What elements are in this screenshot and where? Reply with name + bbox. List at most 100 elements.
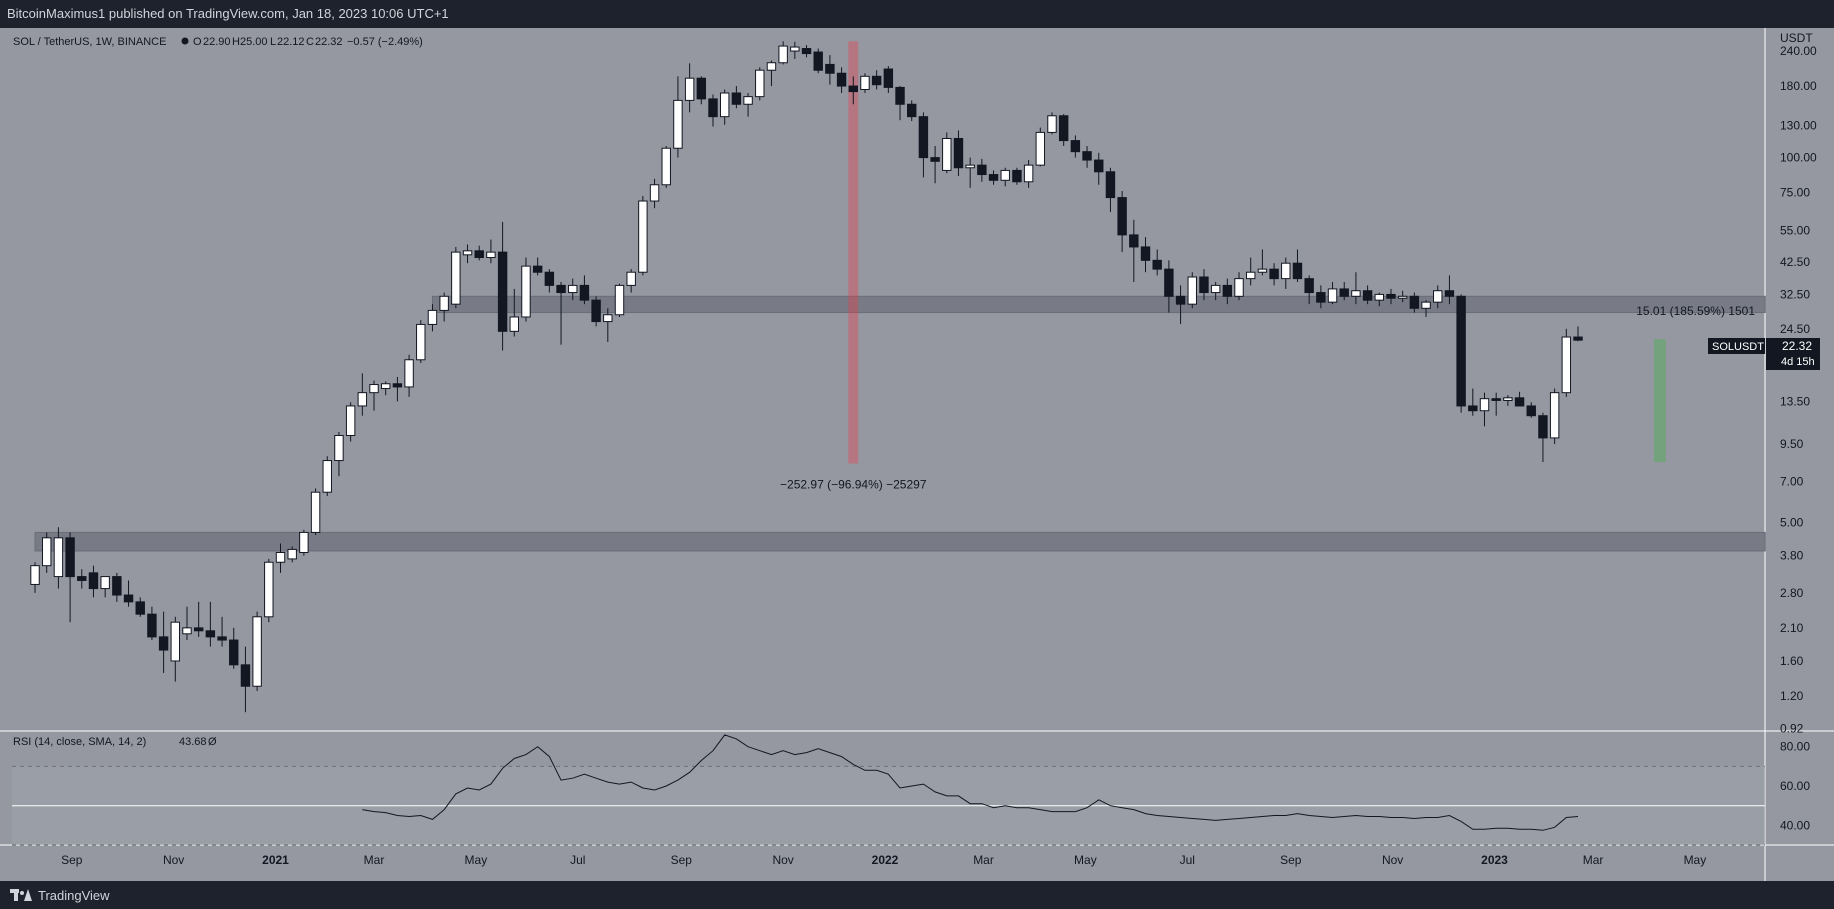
candle[interactable] — [848, 76, 858, 105]
candle[interactable] — [1082, 146, 1092, 168]
candle[interactable] — [673, 76, 683, 158]
candle[interactable] — [158, 611, 169, 673]
candle[interactable] — [521, 257, 531, 322]
candle[interactable] — [392, 376, 403, 402]
tradingview-logo[interactable]: TradingView — [10, 887, 110, 903]
candle[interactable] — [357, 373, 368, 416]
candle[interactable] — [743, 93, 753, 117]
candle[interactable] — [930, 146, 940, 184]
candle[interactable] — [755, 67, 765, 101]
candle[interactable] — [334, 431, 344, 477]
candle[interactable] — [825, 55, 835, 85]
candle[interactable] — [895, 86, 905, 121]
candle[interactable] — [977, 158, 987, 182]
candle[interactable] — [193, 601, 204, 637]
candle[interactable] — [1292, 249, 1303, 282]
drop-measure-box[interactable] — [848, 41, 859, 464]
candle[interactable] — [953, 130, 964, 176]
candle[interactable] — [217, 616, 227, 647]
candle[interactable] — [345, 402, 356, 442]
candle[interactable] — [1152, 249, 1162, 276]
candle[interactable] — [42, 532, 52, 573]
legend-eye-icon[interactable] — [181, 37, 189, 45]
candle[interactable] — [1070, 135, 1081, 158]
candle[interactable] — [1468, 388, 1478, 416]
candle[interactable] — [1409, 292, 1420, 313]
candle[interactable] — [1210, 281, 1221, 301]
candle[interactable] — [836, 67, 847, 94]
candle[interactable] — [614, 283, 625, 317]
candle[interactable] — [497, 221, 508, 351]
candle[interactable] — [790, 41, 800, 59]
candle[interactable] — [684, 63, 695, 113]
candle[interactable] — [579, 275, 590, 305]
candle[interactable] — [965, 157, 975, 188]
candle[interactable] — [451, 246, 461, 309]
candle[interactable] — [603, 308, 613, 342]
candle[interactable] — [778, 41, 788, 65]
candle[interactable] — [1304, 275, 1314, 305]
candle[interactable] — [369, 380, 379, 411]
candle[interactable] — [287, 546, 297, 563]
candle[interactable] — [1129, 219, 1139, 282]
candle[interactable] — [942, 132, 952, 174]
candle[interactable] — [509, 288, 519, 337]
candle[interactable] — [556, 281, 566, 345]
candle[interactable] — [1327, 281, 1338, 305]
candle[interactable] — [626, 269, 636, 293]
candle[interactable] — [1397, 290, 1408, 303]
candle[interactable] — [1175, 285, 1186, 324]
candle[interactable] — [1000, 167, 1010, 187]
candle[interactable] — [696, 76, 707, 105]
candle[interactable] — [883, 66, 894, 94]
candle[interactable] — [1433, 285, 1443, 309]
candle[interactable] — [439, 292, 449, 322]
candle[interactable] — [170, 616, 181, 682]
candle[interactable] — [1222, 278, 1233, 305]
candle[interactable] — [988, 170, 999, 185]
candle[interactable] — [416, 320, 426, 364]
candle[interactable] — [1012, 167, 1022, 185]
candle[interactable] — [1105, 167, 1116, 212]
candle[interactable] — [1058, 114, 1069, 147]
candle[interactable] — [1187, 272, 1197, 309]
candle[interactable] — [310, 488, 321, 536]
chart-canvas[interactable]: −252.97 (−96.94%) −25297 15.01 (185.59%)… — [0, 28, 1834, 881]
candle[interactable] — [1386, 288, 1396, 305]
candle[interactable] — [229, 627, 239, 669]
candle[interactable] — [1023, 160, 1034, 188]
candle[interactable] — [1117, 191, 1127, 253]
candle[interactable] — [240, 646, 251, 713]
candle[interactable] — [1573, 326, 1583, 342]
candle[interactable] — [1269, 263, 1279, 286]
candle[interactable] — [661, 146, 671, 188]
candle[interactable] — [708, 94, 718, 127]
candle[interactable] — [1421, 300, 1431, 317]
candle[interactable] — [1316, 285, 1326, 309]
candle[interactable] — [100, 576, 110, 598]
candle[interactable] — [544, 269, 555, 293]
candle[interactable] — [182, 606, 192, 641]
candle[interactable] — [135, 597, 145, 617]
candle[interactable] — [1374, 292, 1385, 307]
candle[interactable] — [65, 532, 75, 623]
candle[interactable] — [1351, 272, 1361, 305]
support-zone-2[interactable] — [34, 531, 1766, 552]
candle[interactable] — [252, 611, 262, 692]
candle[interactable] — [77, 569, 87, 589]
candle[interactable] — [112, 572, 122, 602]
candle[interactable] — [1491, 392, 1501, 416]
candle[interactable] — [462, 244, 473, 264]
candle[interactable] — [404, 354, 414, 397]
candle[interactable] — [1094, 152, 1104, 185]
candle[interactable] — [1456, 294, 1466, 413]
candle[interactable] — [1047, 112, 1057, 135]
candle[interactable] — [147, 606, 157, 641]
candle[interactable] — [88, 565, 99, 598]
candle[interactable] — [1199, 269, 1209, 301]
support-zone-1[interactable] — [431, 295, 1766, 314]
candle[interactable] — [1503, 395, 1513, 406]
candle[interactable] — [1444, 275, 1455, 305]
candle[interactable] — [568, 278, 578, 301]
candle[interactable] — [649, 178, 660, 209]
